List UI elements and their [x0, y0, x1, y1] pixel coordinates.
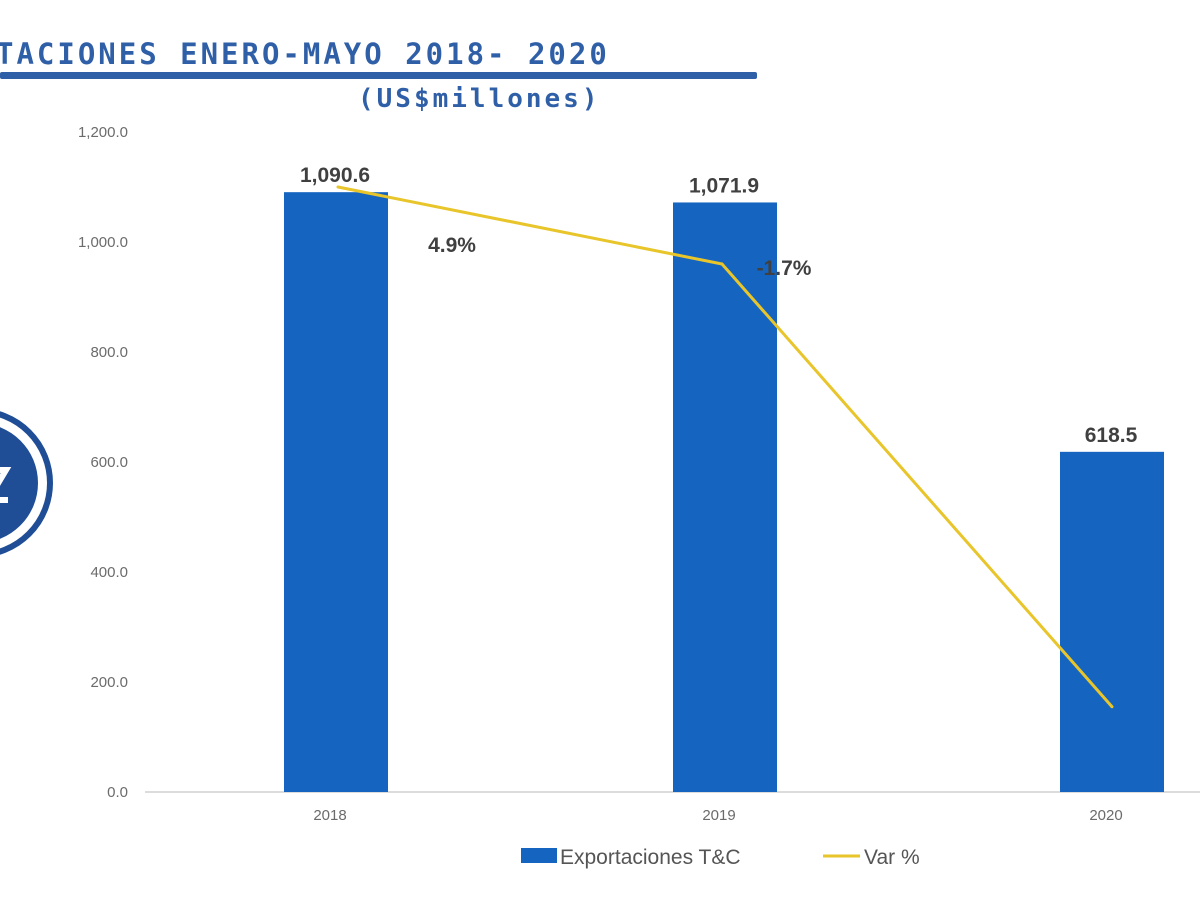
bar — [284, 192, 388, 793]
x-tick-label: 2019 — [702, 807, 735, 824]
logo-inner-disc — [0, 427, 38, 539]
y-axis-ticks: 0.0 200.0 400.0 600.0 800.0 1,000.0 1,200.0 — [78, 124, 128, 801]
legend-label-line: Var % — [864, 846, 920, 869]
bar-data-label: 1,071.9 — [689, 174, 759, 197]
var-point — [720, 262, 724, 266]
x-axis-category-labels: 2018 2019 2020 — [313, 807, 1122, 824]
bar-data-label: 1,090.6 — [300, 164, 370, 187]
legend: Exportaciones T&C Var % — [521, 846, 920, 869]
y-tick-label: 200.0 — [90, 674, 128, 691]
bar-data-label: 618.5 — [1085, 424, 1138, 447]
bar — [1060, 451, 1164, 792]
x-tick-label: 2020 — [1089, 807, 1122, 824]
legend-label-bar: Exportaciones T&C — [560, 846, 741, 869]
legend-swatch-bar — [521, 848, 557, 863]
bar-data-labels: 1,090.6 1,071.9 618.5 — [300, 164, 1138, 447]
logo-emblem — [0, 411, 53, 555]
y-tick-label: 1,200.0 — [78, 124, 128, 141]
bar — [673, 202, 777, 792]
logo-outer-ring — [0, 411, 53, 555]
x-tick-label: 2018 — [313, 807, 346, 824]
var-data-label: 4.9% — [428, 234, 476, 257]
y-tick-label: 0.0 — [107, 784, 128, 801]
y-tick-label: 1,000.0 — [78, 234, 128, 251]
title-underline — [0, 72, 757, 79]
line-series — [336, 185, 1114, 709]
var-data-label: -1.7% — [757, 257, 812, 280]
line-data-labels: 4.9% -1.7% — [428, 234, 812, 280]
var-point — [336, 185, 340, 189]
bar-series — [284, 192, 1164, 793]
var-point — [1110, 705, 1114, 709]
chart-subtitle: (US$millones) — [358, 84, 601, 114]
y-tick-label: 600.0 — [90, 454, 128, 471]
y-tick-label: 800.0 — [90, 344, 128, 361]
y-tick-label: 400.0 — [90, 564, 128, 581]
chart-title: TACIONES ENERO-MAYO 2018- 2020 — [0, 37, 610, 71]
